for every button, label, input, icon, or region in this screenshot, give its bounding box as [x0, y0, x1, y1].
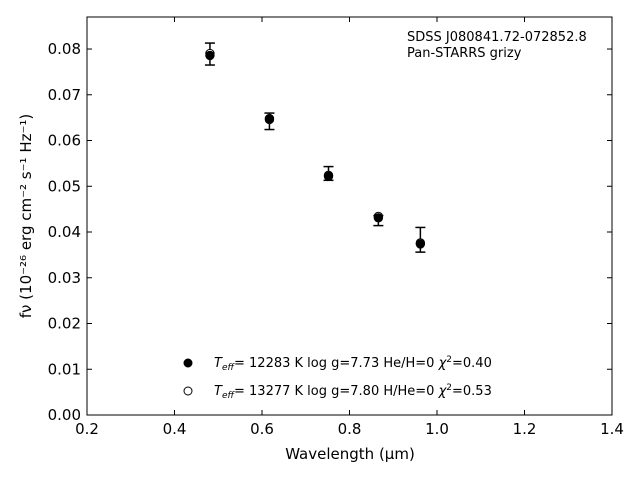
x-tick-label: 1.0 [425, 420, 449, 438]
legend-teff-sub: eff [222, 391, 236, 401]
legend: Teff= 12283 K log g=7.73 He/H=0 χ2=0.40 … [183, 355, 492, 401]
y-tick-label: 0.00 [48, 406, 81, 424]
y-tick-label: 0.05 [48, 177, 81, 195]
legend-label-open: Teff= 13277 K log g=7.80 H/He=0 χ2=0.53 [214, 383, 492, 401]
legend-chi-sup: 2 [446, 383, 452, 393]
legend-rest: = 13277 K log g=7.80 H/He=0 [234, 384, 439, 399]
legend-rest: = 12283 K log g=7.73 He/H=0 [234, 356, 439, 371]
x-tick-label: 1.2 [513, 420, 537, 438]
legend-teff: T [214, 384, 223, 399]
x-tick-label: 0.2 [75, 420, 99, 438]
y-tick-label: 0.04 [48, 223, 81, 241]
filled-marker [264, 113, 275, 124]
annotation-line-1: SDSS J080841.72-072852.8 [407, 30, 587, 45]
x-tick-label: 1.4 [600, 420, 624, 438]
legend-chi-sup: 2 [446, 355, 452, 365]
legend-chi-val: =0.40 [452, 356, 492, 371]
legend-chi: χ [438, 384, 448, 399]
y-tick-label: 0.03 [48, 269, 81, 287]
legend-teff: T [214, 356, 223, 371]
legend-chi: χ [438, 356, 448, 371]
filled-marker [373, 213, 384, 223]
y-tick-label: 0.07 [48, 86, 81, 104]
legend-teff-sub: eff [222, 363, 236, 373]
filled-marker [205, 50, 215, 61]
plot-area [87, 17, 612, 415]
legend-marker-filled [183, 358, 193, 368]
y-tick-label: 0.01 [48, 360, 81, 378]
legend-chi-val: =0.53 [452, 384, 492, 399]
x-tick-label: 0.8 [338, 420, 362, 438]
y-tick-label: 0.06 [48, 132, 81, 150]
axis-ticks: 0.2 0.4 0.6 0.8 1.0 1.2 1.4 0.00 0.01 0.02 0.03 0.0… [48, 17, 624, 438]
x-tick-label: 0.6 [250, 420, 274, 438]
x-tick-label: 0.4 [163, 420, 187, 438]
filled-marker [415, 239, 426, 249]
y-tick-label: 0.08 [48, 40, 81, 58]
annotation-line-2: Pan-STARRS grizy [407, 46, 522, 61]
plot-frame [86, 16, 613, 416]
legend-marker-open [183, 386, 193, 396]
data-markers [205, 48, 426, 249]
legend-label-filled: Teff= 12283 K log g=7.73 He/H=0 χ2=0.40 [214, 355, 492, 373]
filled-marker [323, 171, 334, 181]
x-axis-label: Wavelength (μm) [285, 445, 415, 463]
y-tick-label: 0.02 [48, 315, 81, 333]
y-axis-label: fν (10⁻²⁶ erg cm⁻² s⁻¹ Hz⁻¹) [17, 114, 35, 319]
